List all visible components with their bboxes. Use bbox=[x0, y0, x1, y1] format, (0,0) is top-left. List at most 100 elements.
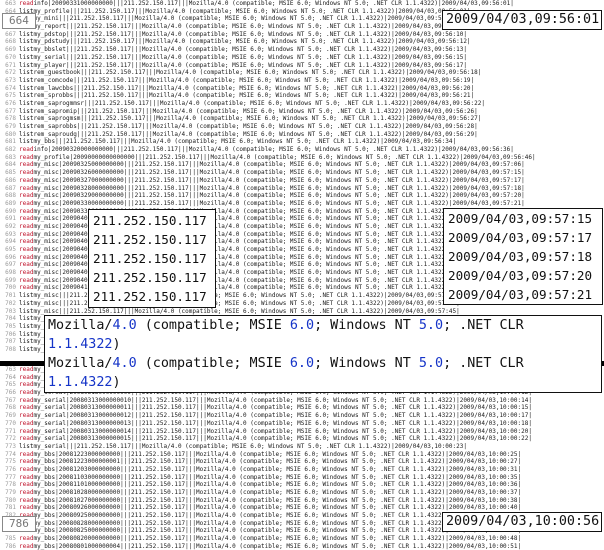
log-line[interactable]: 678 list rem_saprogmsm|||211.252.150.117||… bbox=[0, 115, 604, 123]
line-number: 765 bbox=[5, 381, 16, 389]
log-line[interactable]: 776 read my_bbs|20081203000000000|||211.25… bbox=[0, 466, 604, 474]
log-line[interactable]: 768 read my_serial|20080313000000011|||211… bbox=[0, 404, 604, 412]
log-line[interactable]: 686 read my_misc|20090327000000000|||211.2… bbox=[0, 177, 604, 185]
log-line[interactable]: 773 list my_serial|||211.252.150.117|||Moz… bbox=[0, 443, 604, 451]
log-line[interactable]: 667 list my_pdstop|||211.252.150.117|||Moz… bbox=[0, 31, 604, 39]
log-line[interactable]: 674 list rem_lawcbbs|||211.252.150.117|||M… bbox=[0, 85, 604, 93]
log-line[interactable]: 693 read my_misc|20090403000000000|||211.2… bbox=[0, 231, 604, 239]
log-text: rem_sprobbs|||211.252.150.117|||Mozilla/… bbox=[33, 92, 475, 100]
line-number: 695 bbox=[5, 246, 16, 253]
log-line[interactable]: 781 read my_bbs|20080926000000000|||211.25… bbox=[0, 504, 604, 512]
log-line[interactable]: 681 list my_bbs|||211.252.150.117|||Mozill… bbox=[0, 138, 604, 146]
log-command: list bbox=[19, 61, 34, 69]
line-number: 773 bbox=[5, 442, 16, 450]
log-line[interactable]: 675 list rem_sprobbs|||211.252.150.117|||M… bbox=[0, 92, 604, 100]
log-line[interactable]: 676 list rem_saprogmmsr|||211.252.150.117|… bbox=[0, 100, 604, 108]
log-line[interactable]: 695 read my_misc|20090405000000000|||211.2… bbox=[0, 246, 604, 254]
log-text: rem_lawcbbs|||211.252.150.117|||Mozilla/… bbox=[33, 84, 475, 92]
line-number-callout-bottom: 786 bbox=[2, 516, 36, 532]
log-line[interactable]: 683 read my_profile|20090000000000000|||21… bbox=[0, 154, 604, 162]
log-line[interactable]: 779 read my_bbs|20081028000000000|||211.25… bbox=[0, 489, 604, 497]
log-text: my_report|||211.252.150.117|||Mozilla/4.… bbox=[33, 23, 467, 31]
log-line[interactable]: 694 read my_misc|20090404000000000|||211.2… bbox=[0, 238, 604, 246]
log-text: my_serial|20080313000000013|||211.252.15… bbox=[33, 419, 532, 427]
line-number: 776 bbox=[5, 465, 16, 473]
log-line[interactable]: 673 list rem_comcode|||211.252.150.117|||M… bbox=[0, 77, 604, 85]
log-text: my_pdstudy|||211.252.150.117|||Mozilla/4… bbox=[33, 38, 471, 46]
log-line[interactable]: 700 read my_misc|20090410000000000|||211.2… bbox=[0, 284, 604, 292]
log-text: rem_saprogmsm|||211.252.150.117|||Mozill… bbox=[33, 115, 482, 123]
log-line[interactable]: 677 list rem_sapromip|||211.252.150.117|||… bbox=[0, 108, 604, 116]
log-line[interactable]: 770 read my_serial|20080313000000013|||211… bbox=[0, 420, 604, 428]
log-line[interactable]: 672 list rem_guestbook|||211.252.150.117||… bbox=[0, 69, 604, 77]
log-pane-bottom[interactable]: 763readmy_serial|20080313000000006|||211… bbox=[0, 366, 604, 550]
log-command: read bbox=[19, 230, 34, 238]
log-command: list bbox=[19, 330, 34, 338]
log-line[interactable]: 689 read my_misc|20090330000000000|||211.2… bbox=[0, 200, 604, 208]
log-line[interactable]: 682 read info|20090320000000000|||211.252.… bbox=[0, 146, 604, 154]
log-text: my_misc|20090406000000000|||211.252.150.… bbox=[33, 253, 525, 261]
line-number: 703 bbox=[5, 307, 16, 315]
log-command: read bbox=[19, 419, 34, 427]
log-line[interactable]: 703 list my_misc|||211.252.150.117|||Mozil… bbox=[0, 308, 604, 316]
log-line[interactable]: 701 list my_misc|||211.252.150.117|||Mozil… bbox=[0, 292, 604, 300]
log-line[interactable]: 786 read my_bbs|20080801000000004|||211.25… bbox=[0, 543, 604, 550]
line-number: 672 bbox=[5, 69, 16, 77]
log-line[interactable]: 772 read my_serial|20080313000000015|||211… bbox=[0, 435, 604, 443]
log-line[interactable]: 680 list rem_saproudg|||211.252.150.117|||… bbox=[0, 131, 604, 139]
log-line[interactable]: 782readmy_bbs|20080925000000000|||211.25… bbox=[0, 512, 604, 520]
log-line[interactable]: 697 read my_misc|20090407000000000|||211.2… bbox=[0, 261, 604, 269]
log-line[interactable]: 785 read my_bbs|20080820000000000|||211.25… bbox=[0, 535, 604, 543]
log-line[interactable]: 679 list rem_saprobbs|||211.252.150.117|||… bbox=[0, 123, 604, 131]
log-line[interactable]: 778 read my_bbs|20081101000000000|||211.25… bbox=[0, 481, 604, 489]
ip-address-callout: 211.252.150.117 211.252.150.117 211.252.… bbox=[88, 209, 216, 308]
log-command: read bbox=[19, 481, 34, 489]
line-number: 774 bbox=[5, 450, 16, 458]
line-number: 694 bbox=[5, 238, 16, 246]
log-line[interactable]: 670 list my_serial|||211.252.150.117|||Moz… bbox=[0, 54, 604, 62]
log-text: my_serial|20080313000000011|||211.252.15… bbox=[33, 404, 532, 412]
log-command: read bbox=[19, 381, 34, 389]
log-command: read bbox=[19, 435, 34, 443]
line-number: 764 bbox=[5, 373, 16, 381]
log-line[interactable]: 669 list my_bbslet|||211.252.150.117|||Moz… bbox=[0, 46, 604, 54]
log-line[interactable]: 696 read my_misc|20090406000000000|||211.2… bbox=[0, 254, 604, 262]
line-number: 686 bbox=[5, 176, 16, 184]
log-line[interactable]: 702 list my_misc|||211.252.150.117|||Mozil… bbox=[0, 300, 604, 308]
log-command: read bbox=[19, 207, 34, 215]
log-line[interactable]: 684 read my_misc|20090325000000000|||211.2… bbox=[0, 161, 604, 169]
log-line[interactable]: 690 read my_misc|20090331000000000|||211.2… bbox=[0, 208, 604, 216]
log-line[interactable]: 767 read my_serial|20080313000000010|||211… bbox=[0, 397, 604, 405]
line-number: 669 bbox=[5, 46, 16, 54]
log-line[interactable]: 692 read my_misc|20090402000000000|||211.2… bbox=[0, 223, 604, 231]
log-text: my_bbs|20081223000000000|||211.252.150.1… bbox=[33, 450, 522, 458]
log-line[interactable]: 769 read my_serial|20080313000000012|||211… bbox=[0, 412, 604, 420]
log-line[interactable]: 775 read my_bbs|20081223000000001|||211.25… bbox=[0, 458, 604, 466]
log-line[interactable]: 780 read my_bbs|20081027000000000|||211.25… bbox=[0, 497, 604, 505]
timestamp-line: 2009/04/03,09:57:21 bbox=[448, 287, 593, 302]
log-command: list bbox=[19, 130, 34, 138]
log-line[interactable]: 685 read my_misc|20090326000000000|||211.2… bbox=[0, 169, 604, 177]
log-text: my_bbs|20081103000000000|||211.252.150.1… bbox=[33, 473, 522, 481]
log-command: read bbox=[19, 366, 34, 373]
log-line[interactable]: 774 read my_bbs|20081223000000000|||211.25… bbox=[0, 451, 604, 459]
log-text: rem_saprogmmsr|||211.252.150.117|||Mozil… bbox=[33, 99, 485, 107]
log-line[interactable]: 688 read my_misc|20090329000000000|||211.2… bbox=[0, 192, 604, 200]
log-line[interactable]: 698 read my_misc|20090408000000000|||211.2… bbox=[0, 269, 604, 277]
line-number: 704 bbox=[5, 315, 16, 323]
log-line[interactable]: 671 list my_player|||211.252.150.117|||Moz… bbox=[0, 62, 604, 70]
log-line[interactable]: 663 read info|20090331000000000|||211.252.… bbox=[0, 0, 604, 8]
log-command: read bbox=[19, 404, 34, 412]
log-line[interactable]: 771 read my_serial|20080313000000014|||211… bbox=[0, 428, 604, 436]
log-line[interactable]: 777 read my_bbs|20081103000000000|||211.25… bbox=[0, 474, 604, 482]
log-command: list bbox=[19, 338, 34, 346]
log-line[interactable]: 668 list my_pdstudy|||211.252.150.117|||Mo… bbox=[0, 38, 604, 46]
log-command: list bbox=[19, 30, 34, 38]
log-line[interactable]: 687 read my_misc|20090328000000000|||211.2… bbox=[0, 185, 604, 193]
line-number: 705 bbox=[5, 322, 16, 330]
log-line[interactable]: 664 list my_profile|||211.252.150.117|||Mo… bbox=[0, 8, 604, 16]
line-number: 664 bbox=[5, 7, 16, 15]
log-line[interactable]: 691 read my_misc|20090401000000000|||211.2… bbox=[0, 215, 604, 223]
line-number: 687 bbox=[5, 184, 16, 192]
log-line[interactable]: 699 read my_misc|20090409000000000|||211.2… bbox=[0, 277, 604, 285]
